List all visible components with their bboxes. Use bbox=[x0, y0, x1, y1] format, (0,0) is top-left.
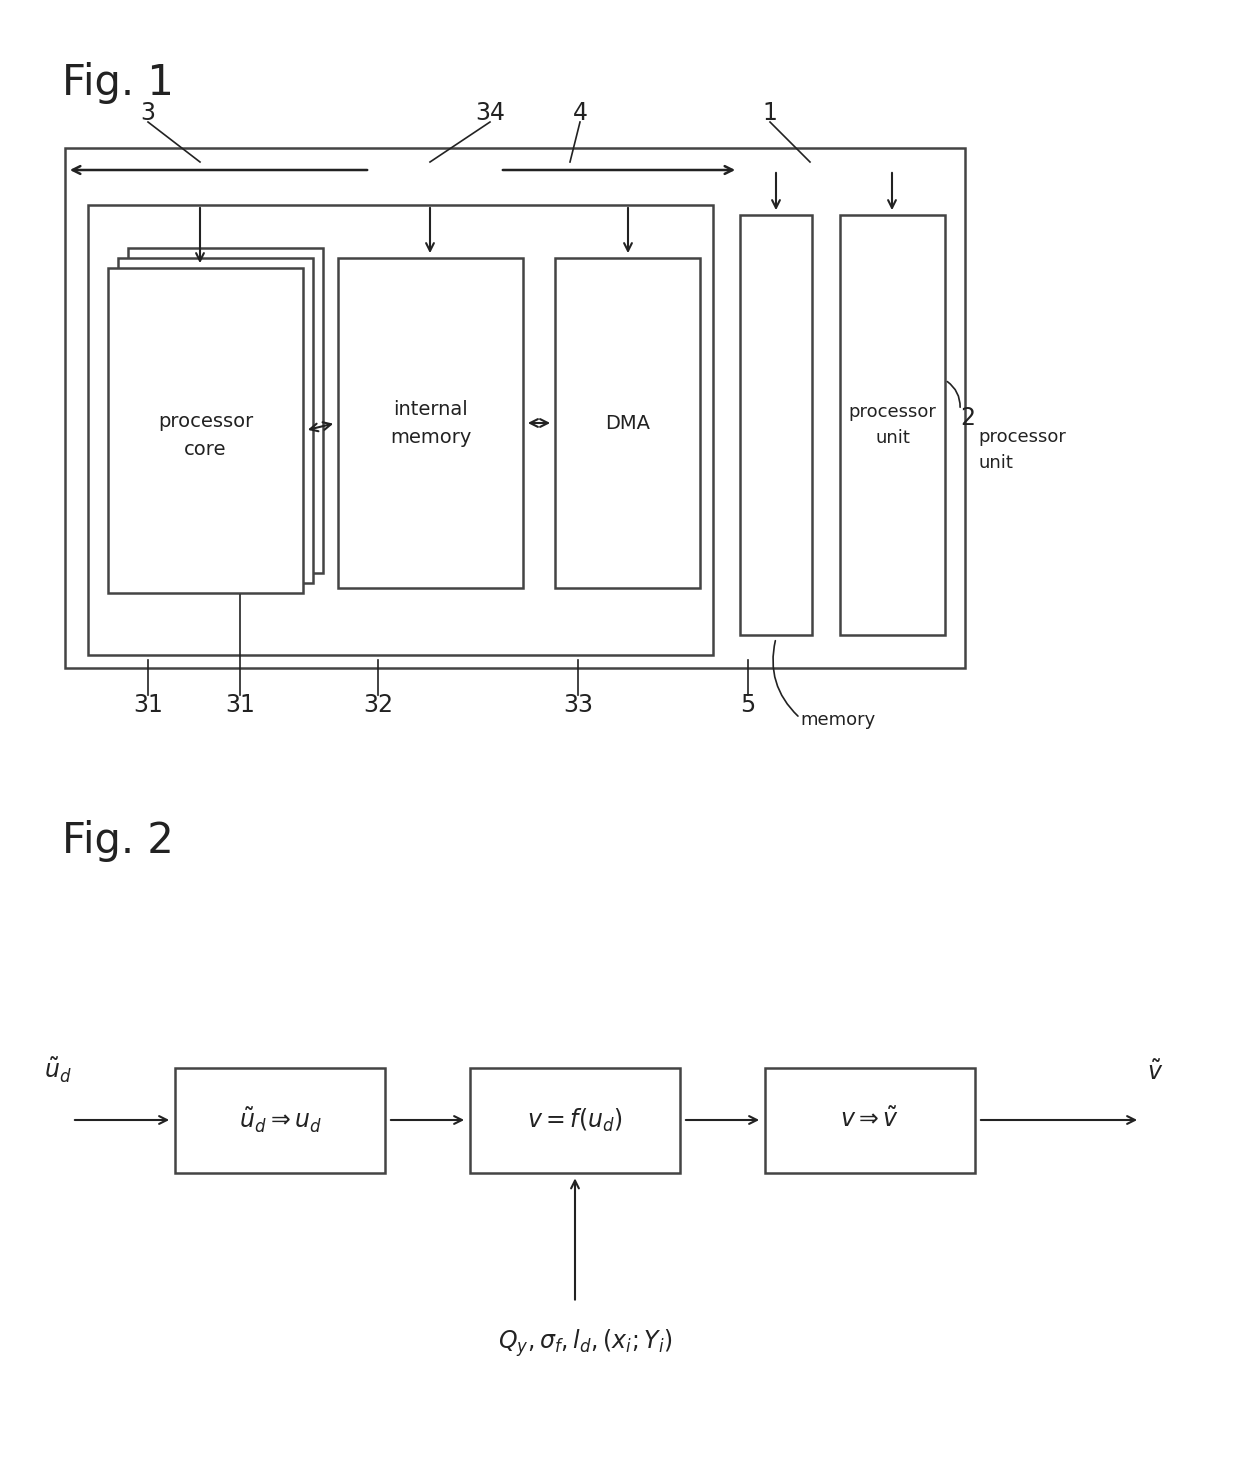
Text: Fig. 1: Fig. 1 bbox=[62, 62, 174, 104]
Text: 2: 2 bbox=[960, 405, 975, 430]
Bar bbox=[128, 248, 322, 573]
Bar bbox=[765, 1068, 975, 1172]
Text: 33: 33 bbox=[563, 693, 593, 717]
Text: processor
unit: processor unit bbox=[978, 427, 1066, 472]
Bar bbox=[740, 214, 812, 635]
Text: internal
memory: internal memory bbox=[389, 400, 471, 447]
Text: processor
unit: processor unit bbox=[848, 403, 936, 447]
Bar bbox=[88, 206, 713, 655]
Bar bbox=[339, 259, 523, 588]
Text: memory: memory bbox=[800, 711, 875, 729]
Text: 31: 31 bbox=[133, 693, 162, 717]
Text: 1: 1 bbox=[763, 101, 777, 125]
Text: $\tilde{v}$: $\tilde{v}$ bbox=[1147, 1061, 1163, 1086]
Bar bbox=[64, 148, 965, 668]
Text: 4: 4 bbox=[573, 101, 588, 125]
Text: $\tilde{u}_d \Rightarrow u_d$: $\tilde{u}_d \Rightarrow u_d$ bbox=[238, 1106, 321, 1134]
Text: $\tilde{u}_d$: $\tilde{u}_d$ bbox=[45, 1056, 72, 1086]
Bar bbox=[175, 1068, 384, 1172]
Bar bbox=[108, 267, 303, 593]
Text: $v = f(u_d)$: $v = f(u_d)$ bbox=[527, 1106, 622, 1134]
Text: 5: 5 bbox=[740, 693, 755, 717]
Text: Fig. 2: Fig. 2 bbox=[62, 820, 174, 862]
Text: 31: 31 bbox=[226, 693, 255, 717]
Bar bbox=[118, 259, 312, 583]
Text: 34: 34 bbox=[475, 101, 505, 125]
Bar bbox=[556, 259, 701, 588]
Bar bbox=[470, 1068, 680, 1172]
Bar bbox=[839, 214, 945, 635]
Text: $v \Rightarrow \tilde{v}$: $v \Rightarrow \tilde{v}$ bbox=[841, 1108, 900, 1133]
Text: 32: 32 bbox=[363, 693, 393, 717]
Text: $Q_y, \sigma_f, l_d, (x_i; Y_i)$: $Q_y, \sigma_f, l_d, (x_i; Y_i)$ bbox=[497, 1328, 672, 1359]
Text: 3: 3 bbox=[140, 101, 155, 125]
Text: processor
core: processor core bbox=[157, 411, 253, 458]
Text: DMA: DMA bbox=[605, 413, 650, 432]
